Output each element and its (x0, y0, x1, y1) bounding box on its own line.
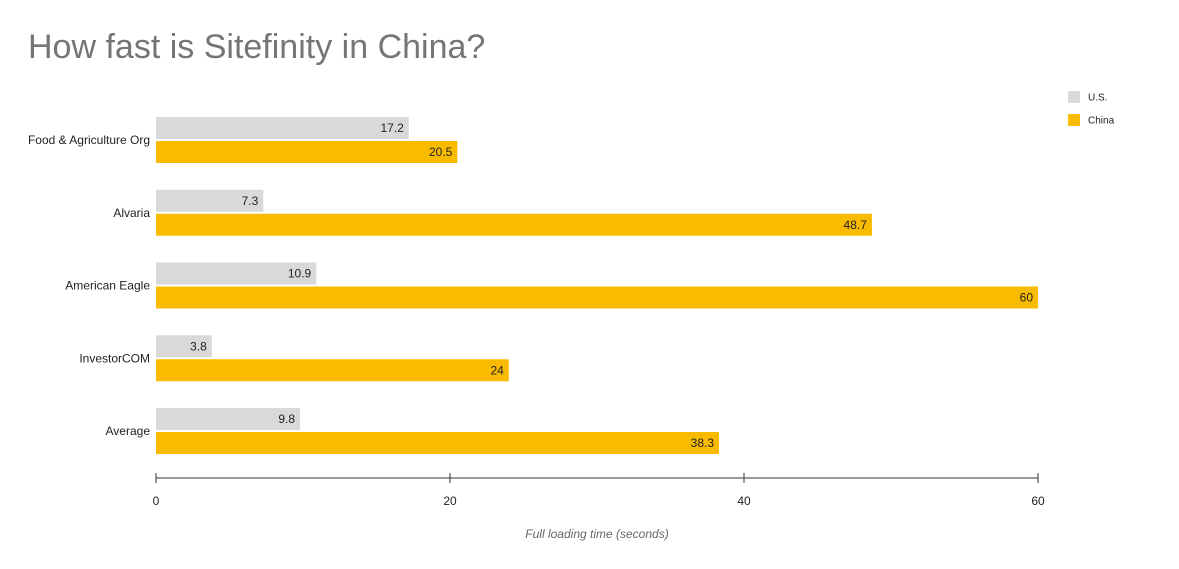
category-label-average: Average (106, 424, 151, 438)
data-label: 7.3 (242, 194, 259, 208)
data-label: 20.5 (429, 145, 453, 159)
category-label-food-agriculture-org: Food & Agriculture Org (28, 133, 150, 147)
data-label: 17.2 (380, 121, 404, 135)
bar-u-s-average (156, 408, 301, 430)
bar-china-alvaria (156, 213, 872, 236)
category-label-investorcom: InvestorCOM (79, 351, 150, 365)
bar-china-average (156, 432, 720, 454)
chart-title: How fast is Sitefinity in China? (28, 28, 486, 66)
category-label-alvaria: Alvaria (113, 206, 150, 220)
legend-swatch-china (1068, 114, 1080, 126)
x-tick-label: 40 (737, 494, 751, 508)
data-label: 38.3 (691, 436, 715, 450)
bar-china-investorcom (156, 359, 509, 382)
bar-china-food-agriculture-org (156, 141, 458, 163)
bar-u-s-alvaria (156, 189, 264, 212)
bar-u-s-food-agriculture-org (156, 117, 409, 139)
x-axis-title: Full loading time (seconds) (525, 527, 668, 541)
x-tick-label: 60 (1031, 494, 1045, 508)
data-label: 10.9 (288, 267, 312, 281)
data-label: 9.8 (278, 412, 295, 426)
legend-swatch-u-s (1068, 91, 1080, 103)
data-label: 48.7 (844, 218, 868, 232)
category-label-american-eagle: American Eagle (65, 279, 150, 293)
legend-label: China (1088, 116, 1115, 127)
data-label: 60 (1020, 291, 1034, 305)
x-axis: 0 20 40 60 (153, 473, 1045, 508)
category-labels: Food & Agriculture Org Alvaria American Ea… (28, 133, 150, 438)
x-tick-label: 20 (443, 494, 457, 508)
x-tick-label: 0 (153, 494, 160, 508)
bar-u-s-american-eagle (156, 262, 317, 285)
bar-u-s-investorcom (156, 335, 212, 358)
data-label: 3.8 (190, 339, 207, 353)
bar-china-american-eagle (156, 286, 1038, 309)
legend-label: U.S. (1088, 93, 1107, 104)
legend: U.S. China (1068, 91, 1115, 127)
bars-layer: 17.2 20.5 7.3 48.7 10.9 60 3.8 24 9.8 38.3 (156, 117, 1038, 454)
data-label: 24 (490, 363, 504, 377)
